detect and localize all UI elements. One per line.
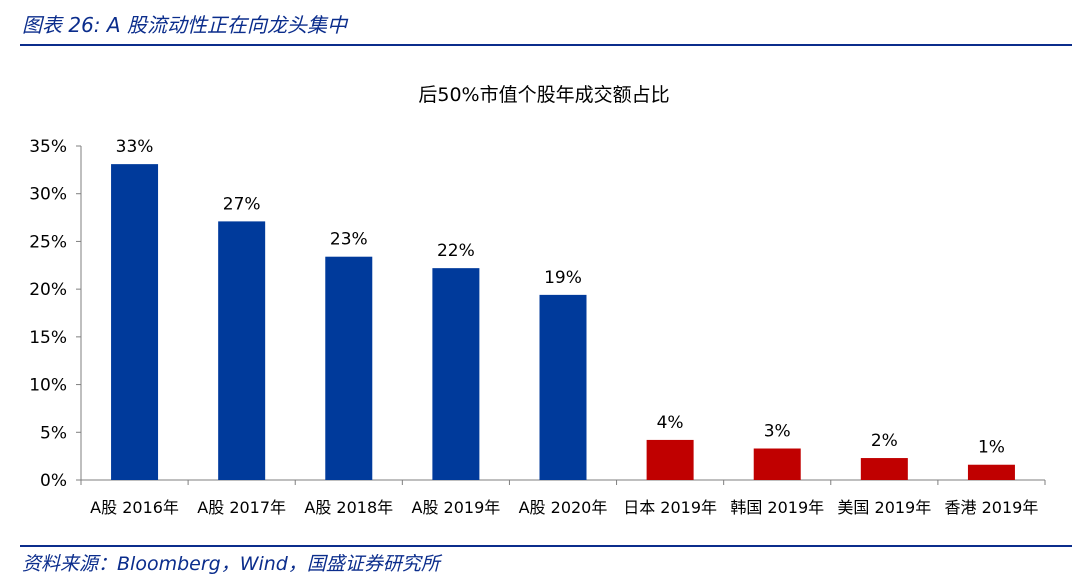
- x-category-label: A股 2020年: [519, 498, 608, 517]
- x-category-label: 日本 2019年: [623, 498, 717, 517]
- x-category-label: A股 2017年: [197, 498, 286, 517]
- bar-data-label: 3%: [764, 422, 791, 442]
- bar-data-label: 19%: [544, 268, 582, 288]
- bar-series: [111, 164, 1015, 481]
- header-divider: [20, 44, 1072, 46]
- source-note: 资料来源：Bloomberg，Wind，国盛证券研究所: [22, 553, 440, 575]
- bar-data-label: 33%: [116, 137, 154, 157]
- bar-data-label: 22%: [437, 241, 475, 261]
- bar: [646, 439, 694, 480]
- x-axis: A股 2016年 A股 2017年 A股 2018年 A股 2019年 A股 2020年…: [80, 479, 1046, 517]
- bar-chart: 后50%市值个股年成交额占比 0% 5% 10% 15% 20% 25% 30% 35% A股…: [29, 84, 1046, 517]
- y-tick-label: 20%: [29, 280, 67, 300]
- bar-data-label: 23%: [330, 230, 368, 250]
- y-tick-label: 10%: [29, 376, 67, 396]
- x-category-label: 香港 2019年: [945, 498, 1039, 517]
- bar: [860, 458, 908, 480]
- data-labels: 33% 27% 23% 22% 19% 4% 3% 2% 1%: [116, 137, 1005, 458]
- x-category-label: 韩国 2019年: [730, 498, 824, 517]
- y-tick-label: 30%: [29, 185, 67, 205]
- bar: [753, 448, 801, 480]
- bar: [218, 221, 266, 481]
- bar: [967, 464, 1015, 480]
- x-category-label: A股 2016年: [90, 498, 179, 517]
- y-tick-label: 25%: [29, 232, 67, 252]
- bar: [539, 294, 587, 480]
- bar-data-label: 27%: [223, 194, 261, 214]
- bar-data-label: 2%: [871, 431, 898, 451]
- x-category-label: A股 2019年: [412, 498, 501, 517]
- x-category-label: 美国 2019年: [837, 498, 931, 517]
- bar-data-label: 4%: [657, 413, 684, 433]
- chart-title: 后50%市值个股年成交额占比: [418, 84, 669, 106]
- y-tick-label: 5%: [40, 423, 67, 443]
- bar-data-label: 1%: [978, 438, 1005, 458]
- y-tick-label: 15%: [29, 328, 67, 348]
- y-tick-label: 35%: [29, 137, 67, 157]
- bar: [432, 268, 480, 480]
- y-tick-label: 0%: [40, 471, 67, 491]
- x-category-label: A股 2018年: [304, 498, 393, 517]
- bar: [111, 164, 159, 480]
- figure-header: 图表 26: A 股流动性正在向龙头集中: [0, 0, 1080, 50]
- y-axis: 0% 5% 10% 15% 20% 25% 30% 35%: [29, 137, 82, 491]
- footer-divider: [20, 545, 1072, 547]
- bar: [325, 256, 373, 480]
- figure-title: 图表 26: A 股流动性正在向龙头集中: [22, 13, 347, 37]
